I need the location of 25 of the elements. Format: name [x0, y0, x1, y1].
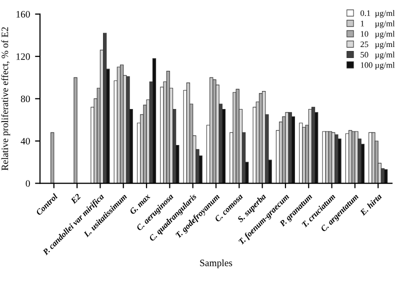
legend-label: 50 µg/ml — [360, 52, 395, 60]
y-tick-label: 40 — [20, 138, 30, 144]
bar — [236, 88, 240, 184]
x-axis-title: Samples — [200, 259, 232, 268]
bar — [384, 169, 388, 184]
legend-label: 100 µg/ml — [360, 62, 395, 70]
bar — [288, 112, 292, 184]
bar — [126, 76, 130, 184]
x-tick-label: E. hirta — [359, 193, 382, 216]
legend-label: 10 µg/ml — [360, 30, 395, 38]
y-tick-label: 160 — [16, 11, 30, 18]
bar — [50, 132, 54, 184]
bar — [74, 77, 78, 184]
legend-label: 0.1 µg/ml — [360, 10, 395, 18]
bar — [291, 116, 296, 184]
bar — [152, 58, 156, 184]
bar — [322, 131, 326, 184]
y-tick-label: 80 — [20, 96, 30, 102]
legend-label: 25 µg/ml — [360, 41, 395, 49]
y-tick-label: 0 — [26, 180, 30, 187]
legend-label: 1 µg/ml — [360, 20, 395, 28]
y-tick-label: 120 — [16, 53, 30, 60]
y-axis-title: Relative proliferative effect, % of E2 — [1, 27, 10, 170]
x-tick-label: E2 — [70, 193, 82, 204]
bar — [338, 138, 342, 184]
